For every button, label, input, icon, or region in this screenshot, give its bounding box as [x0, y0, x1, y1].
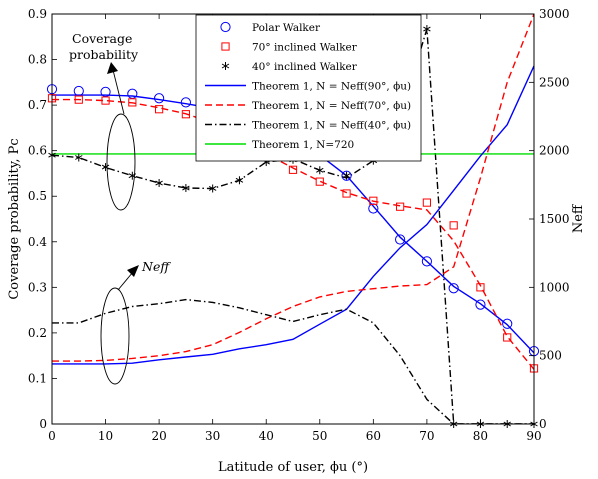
x-tick-label: 60	[366, 429, 381, 443]
neff-annotation-arrow	[117, 271, 134, 291]
neff-arrowhead	[127, 265, 139, 277]
legend-label: Theorem 1, N = Neff(90°, ϕu)	[252, 80, 411, 92]
x-tick-label: 10	[98, 429, 113, 443]
data-point-70-inclined-walker	[288, 165, 298, 174]
legend-label: 40° inclined Walker	[252, 61, 358, 73]
coverage-annotation-ellipse	[106, 113, 136, 211]
y-right-tick-label: 2000	[539, 144, 570, 158]
coverage-annotation-arrow	[112, 69, 125, 115]
y-left-tick-label: 0.4	[28, 235, 47, 249]
y-left-tick-label: 0.1	[28, 371, 47, 385]
x-tick-label: 0	[48, 429, 56, 443]
data-point-40-inclined-walker	[423, 25, 431, 34]
y-right-tick-label: 1500	[539, 212, 570, 226]
coverage-annotation-line2: probability	[69, 47, 139, 62]
data-point-70-inclined-walker	[155, 105, 164, 114]
y-right-tick-label: 500	[539, 349, 562, 363]
data-point-70-inclined-walker	[476, 283, 485, 292]
legend-label: Polar Walker	[252, 22, 321, 34]
y-left-tick-label: 0	[39, 417, 47, 431]
legend-swatch-40-inclined-walker	[221, 62, 230, 70]
neff-annotation-label: Neff	[141, 259, 171, 274]
y-left-tick-label: 0.2	[28, 326, 47, 340]
series-line-neff-70	[52, 14, 534, 362]
data-point-70-inclined-walker	[181, 110, 190, 119]
data-point-polar-walker	[421, 256, 432, 267]
x-tick-label: 20	[151, 429, 166, 443]
legend-label: 70° inclined Walker	[252, 41, 358, 53]
x-tick-label: 70	[419, 429, 434, 443]
legend-label: Theorem 1, N=720	[252, 139, 354, 151]
y-left-tick-label: 0.5	[28, 189, 47, 203]
data-point-40-inclined-walker	[316, 166, 324, 175]
data-point-polar-walker	[395, 234, 406, 245]
series-line-neff-40	[52, 298, 534, 424]
y-left-tick-label: 0.9	[28, 7, 47, 21]
legend-label: Theorem 1, N = Neff(40°, ϕu)	[252, 119, 411, 131]
data-point-70-inclined-walker	[449, 221, 458, 230]
x-axis-label: Latitude of user, ϕu (°)	[218, 460, 368, 475]
x-tick-label: 50	[312, 429, 327, 443]
data-point-70-inclined-walker	[369, 196, 378, 205]
neff-annotation-ellipse	[100, 287, 130, 385]
legend-swatch-polar-walker	[220, 21, 231, 33]
x-tick-label: 30	[205, 429, 220, 443]
data-point-40-inclined-walker	[235, 176, 244, 185]
y-left-axis-label: Coverage probability, Pc	[7, 138, 22, 299]
data-point-polar-walker	[475, 299, 486, 310]
legend-label: Theorem 1, N = Neff(70°, ϕu)	[252, 100, 411, 112]
x-tick-label: 80	[473, 429, 488, 443]
y-left-tick-label: 0.3	[28, 280, 47, 294]
data-point-70-inclined-walker	[422, 198, 431, 207]
x-tick-label: 90	[526, 429, 541, 443]
annotation-layer: Coverage probability Neff	[69, 31, 171, 385]
data-point-70-inclined-walker	[74, 95, 83, 104]
data-point-polar-walker	[448, 283, 459, 294]
y-right-tick-label: 3000	[539, 7, 570, 21]
data-point-70-inclined-walker	[101, 96, 110, 105]
y-right-tick-label: 2500	[539, 75, 570, 89]
y-right-tick-label: 1000	[539, 280, 570, 294]
data-point-polar-walker	[502, 318, 513, 329]
data-point-40-inclined-walker	[342, 171, 351, 180]
x-tick-label: 40	[259, 429, 274, 443]
data-point-70-inclined-walker	[342, 189, 351, 198]
data-point-40-inclined-walker	[101, 163, 110, 172]
data-point-70-inclined-walker	[315, 177, 324, 186]
coverage-annotation-line1: Coverage	[72, 31, 132, 46]
data-point-40-inclined-walker	[75, 153, 83, 162]
legend-box	[195, 14, 422, 162]
legend-swatch-70-inclined-walker	[221, 42, 230, 51]
y-left-tick-label: 0.6	[28, 144, 47, 158]
data-point-70-inclined-walker	[503, 333, 512, 342]
y-left-tick-label: 0.7	[28, 98, 47, 112]
data-point-polar-walker	[180, 97, 191, 108]
data-point-40-inclined-walker	[182, 184, 190, 193]
legend: Polar Walker 70° inclined Walker 40° incli…	[195, 14, 422, 162]
series-line-theorem-1-n-neff-70-u	[52, 98, 534, 370]
data-point-polar-walker	[154, 93, 165, 104]
series-line-neff-90	[52, 65, 534, 365]
data-point-70-inclined-walker	[128, 98, 137, 107]
y-right-tick-label: 0	[539, 417, 547, 431]
y-right-axis-label: Neff	[571, 203, 586, 233]
data-point-polar-walker	[341, 170, 352, 181]
data-point-40-inclined-walker	[208, 184, 217, 193]
axis-layer: 0 10 20 30 40 50 60 70 80 9000.10.20.30.40.50.60.…	[28, 7, 570, 443]
coverage-arrowhead	[107, 62, 118, 74]
data-point-40-inclined-walker	[155, 179, 163, 188]
y-left-tick-label: 0.8	[28, 53, 47, 67]
data-point-70-inclined-walker	[396, 202, 405, 211]
